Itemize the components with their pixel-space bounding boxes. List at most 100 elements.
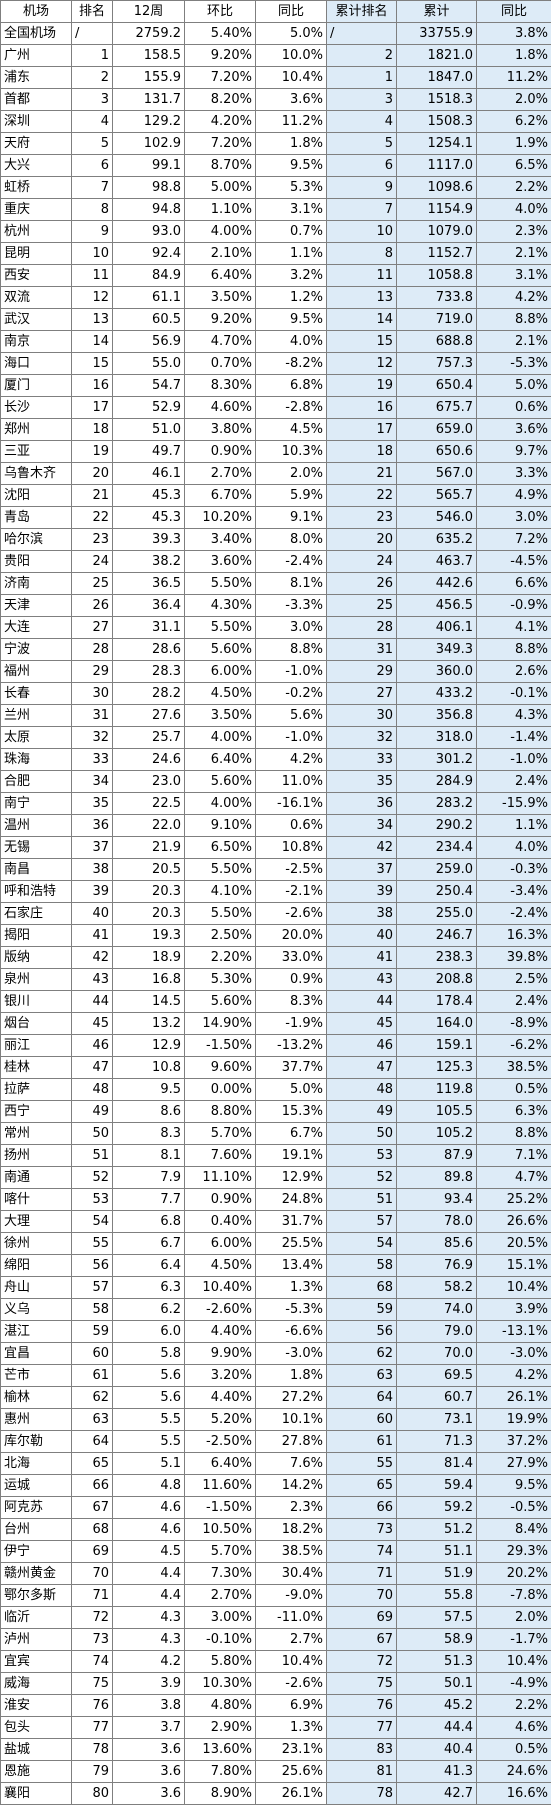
cell-rank: 78 <box>71 1738 113 1761</box>
table-row: 常州 50 8.3 5.70% 6.7% 50 105.2 8.8% <box>0 1122 551 1145</box>
cell-cumulative: 234.4 <box>396 836 477 859</box>
cell-week12: 27.6 <box>112 704 185 727</box>
table-row: 宜昌 60 5.8 9.90% -3.0% 62 70.0 -3.0% <box>0 1342 551 1365</box>
table-row: 武汉 13 60.5 9.20% 9.5% 14 719.0 8.8% <box>0 308 551 331</box>
cell-week12: 5.1 <box>112 1452 185 1475</box>
cell-yoy-change: 10.8% <box>255 836 327 859</box>
cell-week12: 155.9 <box>112 66 185 89</box>
cell-cumulative-rank: 58 <box>326 1254 397 1277</box>
cell-yoy-change: 5.0% <box>255 1078 327 1101</box>
cell-rank: 72 <box>71 1606 113 1629</box>
cell-airport: 太原 <box>0 726 72 749</box>
cell-mom-change: 6.00% <box>184 660 256 683</box>
cell-cumulative-yoy: 8.4% <box>476 1518 551 1541</box>
cell-airport: 扬州 <box>0 1144 72 1167</box>
cell-cumulative-yoy: 3.0% <box>476 506 551 529</box>
table-row: 银川 44 14.5 5.60% 8.3% 44 178.4 2.4% <box>0 990 551 1013</box>
cell-cumulative-rank: 21 <box>326 462 397 485</box>
table-row: 义乌 58 6.2 -2.60% -5.3% 59 74.0 3.9% <box>0 1298 551 1321</box>
cell-cumulative-rank: 74 <box>326 1540 397 1563</box>
cell-cumulative-yoy: -7.8% <box>476 1584 551 1607</box>
cell-airport: 广州 <box>0 44 72 67</box>
cell-cumulative-rank: 6 <box>326 154 397 177</box>
cell-week12: 6.7 <box>112 1232 185 1255</box>
cell-week12: 39.3 <box>112 528 185 551</box>
cell-rank: 55 <box>71 1232 113 1255</box>
cell-mom-change: 7.80% <box>184 1760 256 1783</box>
cell-yoy-change: -2.1% <box>255 880 327 903</box>
cell-cumulative-rank: 27 <box>326 682 397 705</box>
cell-week12: 6.8 <box>112 1210 185 1233</box>
table-row: 西安 11 84.9 6.40% 3.2% 11 1058.8 3.1% <box>0 264 551 287</box>
cell-mom-change: 6.40% <box>184 264 256 287</box>
table-row: 包头 77 3.7 2.90% 1.3% 77 44.4 4.6% <box>0 1716 551 1739</box>
cell-cumulative: 442.6 <box>396 572 477 595</box>
cell-cumulative-rank: 36 <box>326 792 397 815</box>
table-row: 南宁 35 22.5 4.00% -16.1% 36 283.2 -15.9% <box>0 792 551 815</box>
cell-rank: 68 <box>71 1518 113 1541</box>
cell-week12: 5.5 <box>112 1430 185 1453</box>
cell-airport: 丽江 <box>0 1034 72 1057</box>
table-row: 福州 29 28.3 6.00% -1.0% 29 360.0 2.6% <box>0 660 551 683</box>
cell-rank: 34 <box>71 770 113 793</box>
cell-rank: 20 <box>71 462 113 485</box>
cell-cumulative-rank: 9 <box>326 176 397 199</box>
cell-cumulative-yoy: 26.6% <box>476 1210 551 1233</box>
cell-week12: 98.8 <box>112 176 185 199</box>
cell-airport: 阿克苏 <box>0 1496 72 1519</box>
cell-week12: 5.6 <box>112 1386 185 1409</box>
cell-yoy-change: -16.1% <box>255 792 327 815</box>
table-row: 大连 27 31.1 5.50% 3.0% 28 406.1 4.1% <box>0 616 551 639</box>
table-row: 临沂 72 4.3 3.00% -11.0% 69 57.5 2.0% <box>0 1606 551 1629</box>
cell-mom-change: 5.50% <box>184 858 256 881</box>
cell-cumulative: 1079.0 <box>396 220 477 243</box>
cell-mom-change: -2.50% <box>184 1430 256 1453</box>
cell-airport: 双流 <box>0 286 72 309</box>
cell-airport: 全国机场 <box>0 22 72 45</box>
cell-cumulative-rank: 69 <box>326 1606 397 1629</box>
cell-cumulative: 349.3 <box>396 638 477 661</box>
cell-rank: 31 <box>71 704 113 727</box>
cell-yoy-change: -6.6% <box>255 1320 327 1343</box>
cell-cumulative-yoy: -1.7% <box>476 1628 551 1651</box>
cell-yoy-change: 3.2% <box>255 264 327 287</box>
cell-cumulative-rank: 20 <box>326 528 397 551</box>
cell-yoy-change: 19.1% <box>255 1144 327 1167</box>
cell-cumulative-rank: 41 <box>326 946 397 969</box>
cell-cumulative: 93.4 <box>396 1188 477 1211</box>
cell-rank: 4 <box>71 110 113 133</box>
cell-rank: 5 <box>71 132 113 155</box>
cell-airport: 大兴 <box>0 154 72 177</box>
cell-rank: 52 <box>71 1166 113 1189</box>
table-row: 济南 25 36.5 5.50% 8.1% 26 442.6 6.6% <box>0 572 551 595</box>
cell-mom-change: 5.00% <box>184 176 256 199</box>
cell-airport: 盐城 <box>0 1738 72 1761</box>
cell-mom-change: 5.20% <box>184 1408 256 1431</box>
cell-week12: 6.4 <box>112 1254 185 1277</box>
cell-airport: 宜宾 <box>0 1650 72 1673</box>
cell-cumulative-yoy: 2.0% <box>476 1606 551 1629</box>
cell-rank: 33 <box>71 748 113 771</box>
cell-yoy-change: 7.6% <box>255 1452 327 1475</box>
cell-rank: 80 <box>71 1782 113 1805</box>
cell-cumulative-yoy: 25.2% <box>476 1188 551 1211</box>
cell-cumulative: 81.4 <box>396 1452 477 1475</box>
cell-cumulative-rank: 8 <box>326 242 397 265</box>
table-row: 天津 26 36.4 4.30% -3.3% 25 456.5 -0.9% <box>0 594 551 617</box>
cell-yoy-change: 10.1% <box>255 1408 327 1431</box>
cell-mom-change: 5.50% <box>184 902 256 925</box>
cell-yoy-change: 8.3% <box>255 990 327 1013</box>
cell-cumulative: 546.0 <box>396 506 477 529</box>
cell-rank: 41 <box>71 924 113 947</box>
cell-week12: 51.0 <box>112 418 185 441</box>
cell-cumulative: 635.2 <box>396 528 477 551</box>
cell-cumulative-rank: 15 <box>326 330 397 353</box>
cell-cumulative-yoy: 5.0% <box>476 374 551 397</box>
cell-cumulative-rank: 68 <box>326 1276 397 1299</box>
cell-yoy-change: 11.2% <box>255 110 327 133</box>
table-row: 扬州 51 8.1 7.60% 19.1% 53 87.9 7.1% <box>0 1144 551 1167</box>
cell-yoy-change: -2.5% <box>255 858 327 881</box>
cell-week12: 45.3 <box>112 484 185 507</box>
cell-cumulative-yoy: 19.9% <box>476 1408 551 1431</box>
